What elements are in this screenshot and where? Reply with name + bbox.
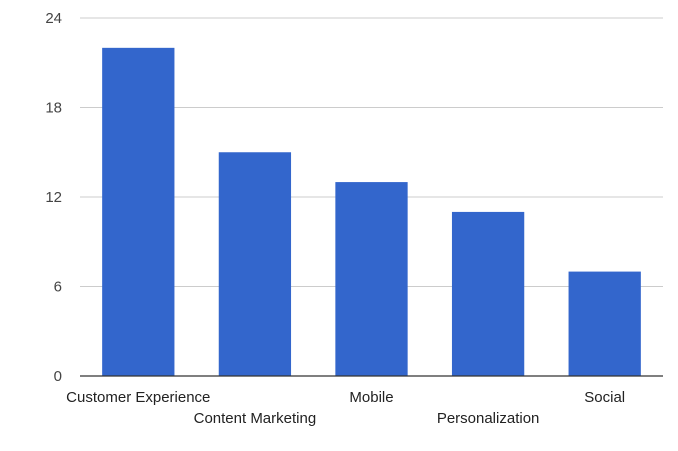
bars	[102, 47, 641, 376]
y-axis-ticks: 0 6 12 18 24	[45, 10, 62, 385]
x-category-label: Mobile	[349, 389, 393, 406]
y-tick-label: 18	[45, 100, 62, 117]
bar	[102, 47, 175, 376]
x-axis-labels: Customer Experience Content Marketing Mobi…	[66, 389, 625, 427]
bar	[335, 182, 408, 376]
y-tick-label: 24	[45, 10, 62, 27]
bar	[451, 211, 525, 376]
x-category-label: Personalization	[437, 410, 540, 427]
x-category-label: Social	[584, 389, 625, 406]
y-tick-label: 12	[45, 189, 62, 206]
bar	[218, 152, 292, 376]
x-category-label: Content Marketing	[194, 410, 317, 427]
y-tick-label: 0	[54, 368, 62, 385]
bar	[568, 271, 641, 376]
x-category-label: Customer Experience	[66, 389, 210, 406]
y-tick-label: 6	[54, 279, 62, 296]
